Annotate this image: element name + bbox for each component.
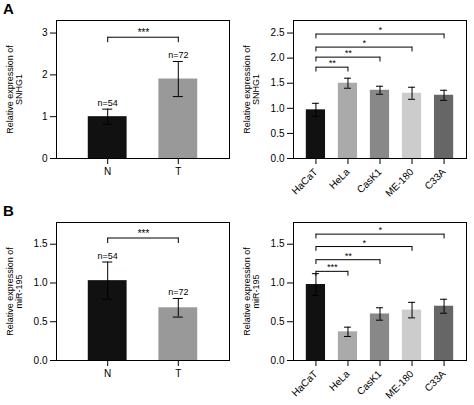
svg-text:0.5: 0.5	[271, 128, 285, 139]
svg-text:T: T	[175, 166, 181, 177]
html-text:A: A	[3, 0, 14, 17]
svg-text:ME-180: ME-180	[383, 368, 416, 401]
svg-text:1.0: 1.0	[271, 103, 285, 114]
svg-text:Relative expression ofmiR-195: Relative expression ofmiR-195	[242, 247, 261, 336]
svg-text:1.5: 1.5	[34, 238, 48, 249]
svg-text:HaCaT: HaCaT	[289, 368, 319, 398]
svg-text:n=72: n=72	[168, 50, 188, 60]
svg-text:0.0: 0.0	[271, 355, 285, 366]
svg-text:N: N	[104, 368, 111, 379]
svg-text:Relative expression ofSNHG1: Relative expression ofSNHG1	[5, 45, 24, 134]
svg-text:*: *	[362, 38, 366, 48]
svg-text:n=54: n=54	[98, 251, 118, 261]
svg-text:1.0: 1.0	[271, 277, 285, 288]
svg-text:0.0: 0.0	[271, 153, 285, 164]
svg-text:HeLa: HeLa	[327, 166, 352, 191]
svg-text:**: **	[328, 58, 336, 68]
svg-text:T: T	[175, 368, 181, 379]
html-text:B: B	[3, 202, 14, 219]
svg-text:***: ***	[327, 262, 338, 272]
svg-text:n=54: n=54	[98, 98, 118, 108]
svg-text:CasK1: CasK1	[355, 166, 384, 195]
svg-text:HaCaT: HaCaT	[289, 166, 319, 196]
svg-text:1.5: 1.5	[271, 77, 285, 88]
svg-text:***: ***	[137, 228, 150, 239]
svg-text:C33A: C33A	[422, 166, 448, 192]
svg-text:n=72: n=72	[168, 287, 188, 297]
svg-text:0: 0	[42, 153, 48, 164]
svg-text:0.5: 0.5	[271, 316, 285, 327]
svg-text:*: *	[378, 25, 382, 35]
svg-text:HeLa: HeLa	[327, 368, 352, 393]
svg-text:0.0: 0.0	[34, 355, 48, 366]
svg-text:***: ***	[137, 27, 150, 38]
svg-text:CasK1: CasK1	[355, 368, 384, 397]
svg-text:**: **	[344, 251, 352, 261]
svg-text:N: N	[104, 166, 111, 177]
svg-text:*: *	[362, 238, 366, 248]
svg-text:3: 3	[42, 27, 48, 38]
svg-text:0.5: 0.5	[34, 316, 48, 327]
svg-text:Relative expression ofmiR-195: Relative expression ofmiR-195	[5, 247, 24, 336]
svg-text:Relative expression ofSNHG1: Relative expression ofSNHG1	[242, 45, 261, 134]
svg-text:2: 2	[42, 69, 48, 80]
svg-text:2.0: 2.0	[271, 52, 285, 63]
svg-text:C33A: C33A	[422, 368, 448, 394]
svg-text:*: *	[378, 225, 382, 235]
svg-text:2.5: 2.5	[271, 27, 285, 38]
svg-text:1.5: 1.5	[271, 238, 285, 249]
svg-text:ME-180: ME-180	[383, 166, 416, 199]
svg-text:1: 1	[42, 111, 48, 122]
svg-text:1.0: 1.0	[34, 277, 48, 288]
svg-text:**: **	[344, 48, 352, 58]
